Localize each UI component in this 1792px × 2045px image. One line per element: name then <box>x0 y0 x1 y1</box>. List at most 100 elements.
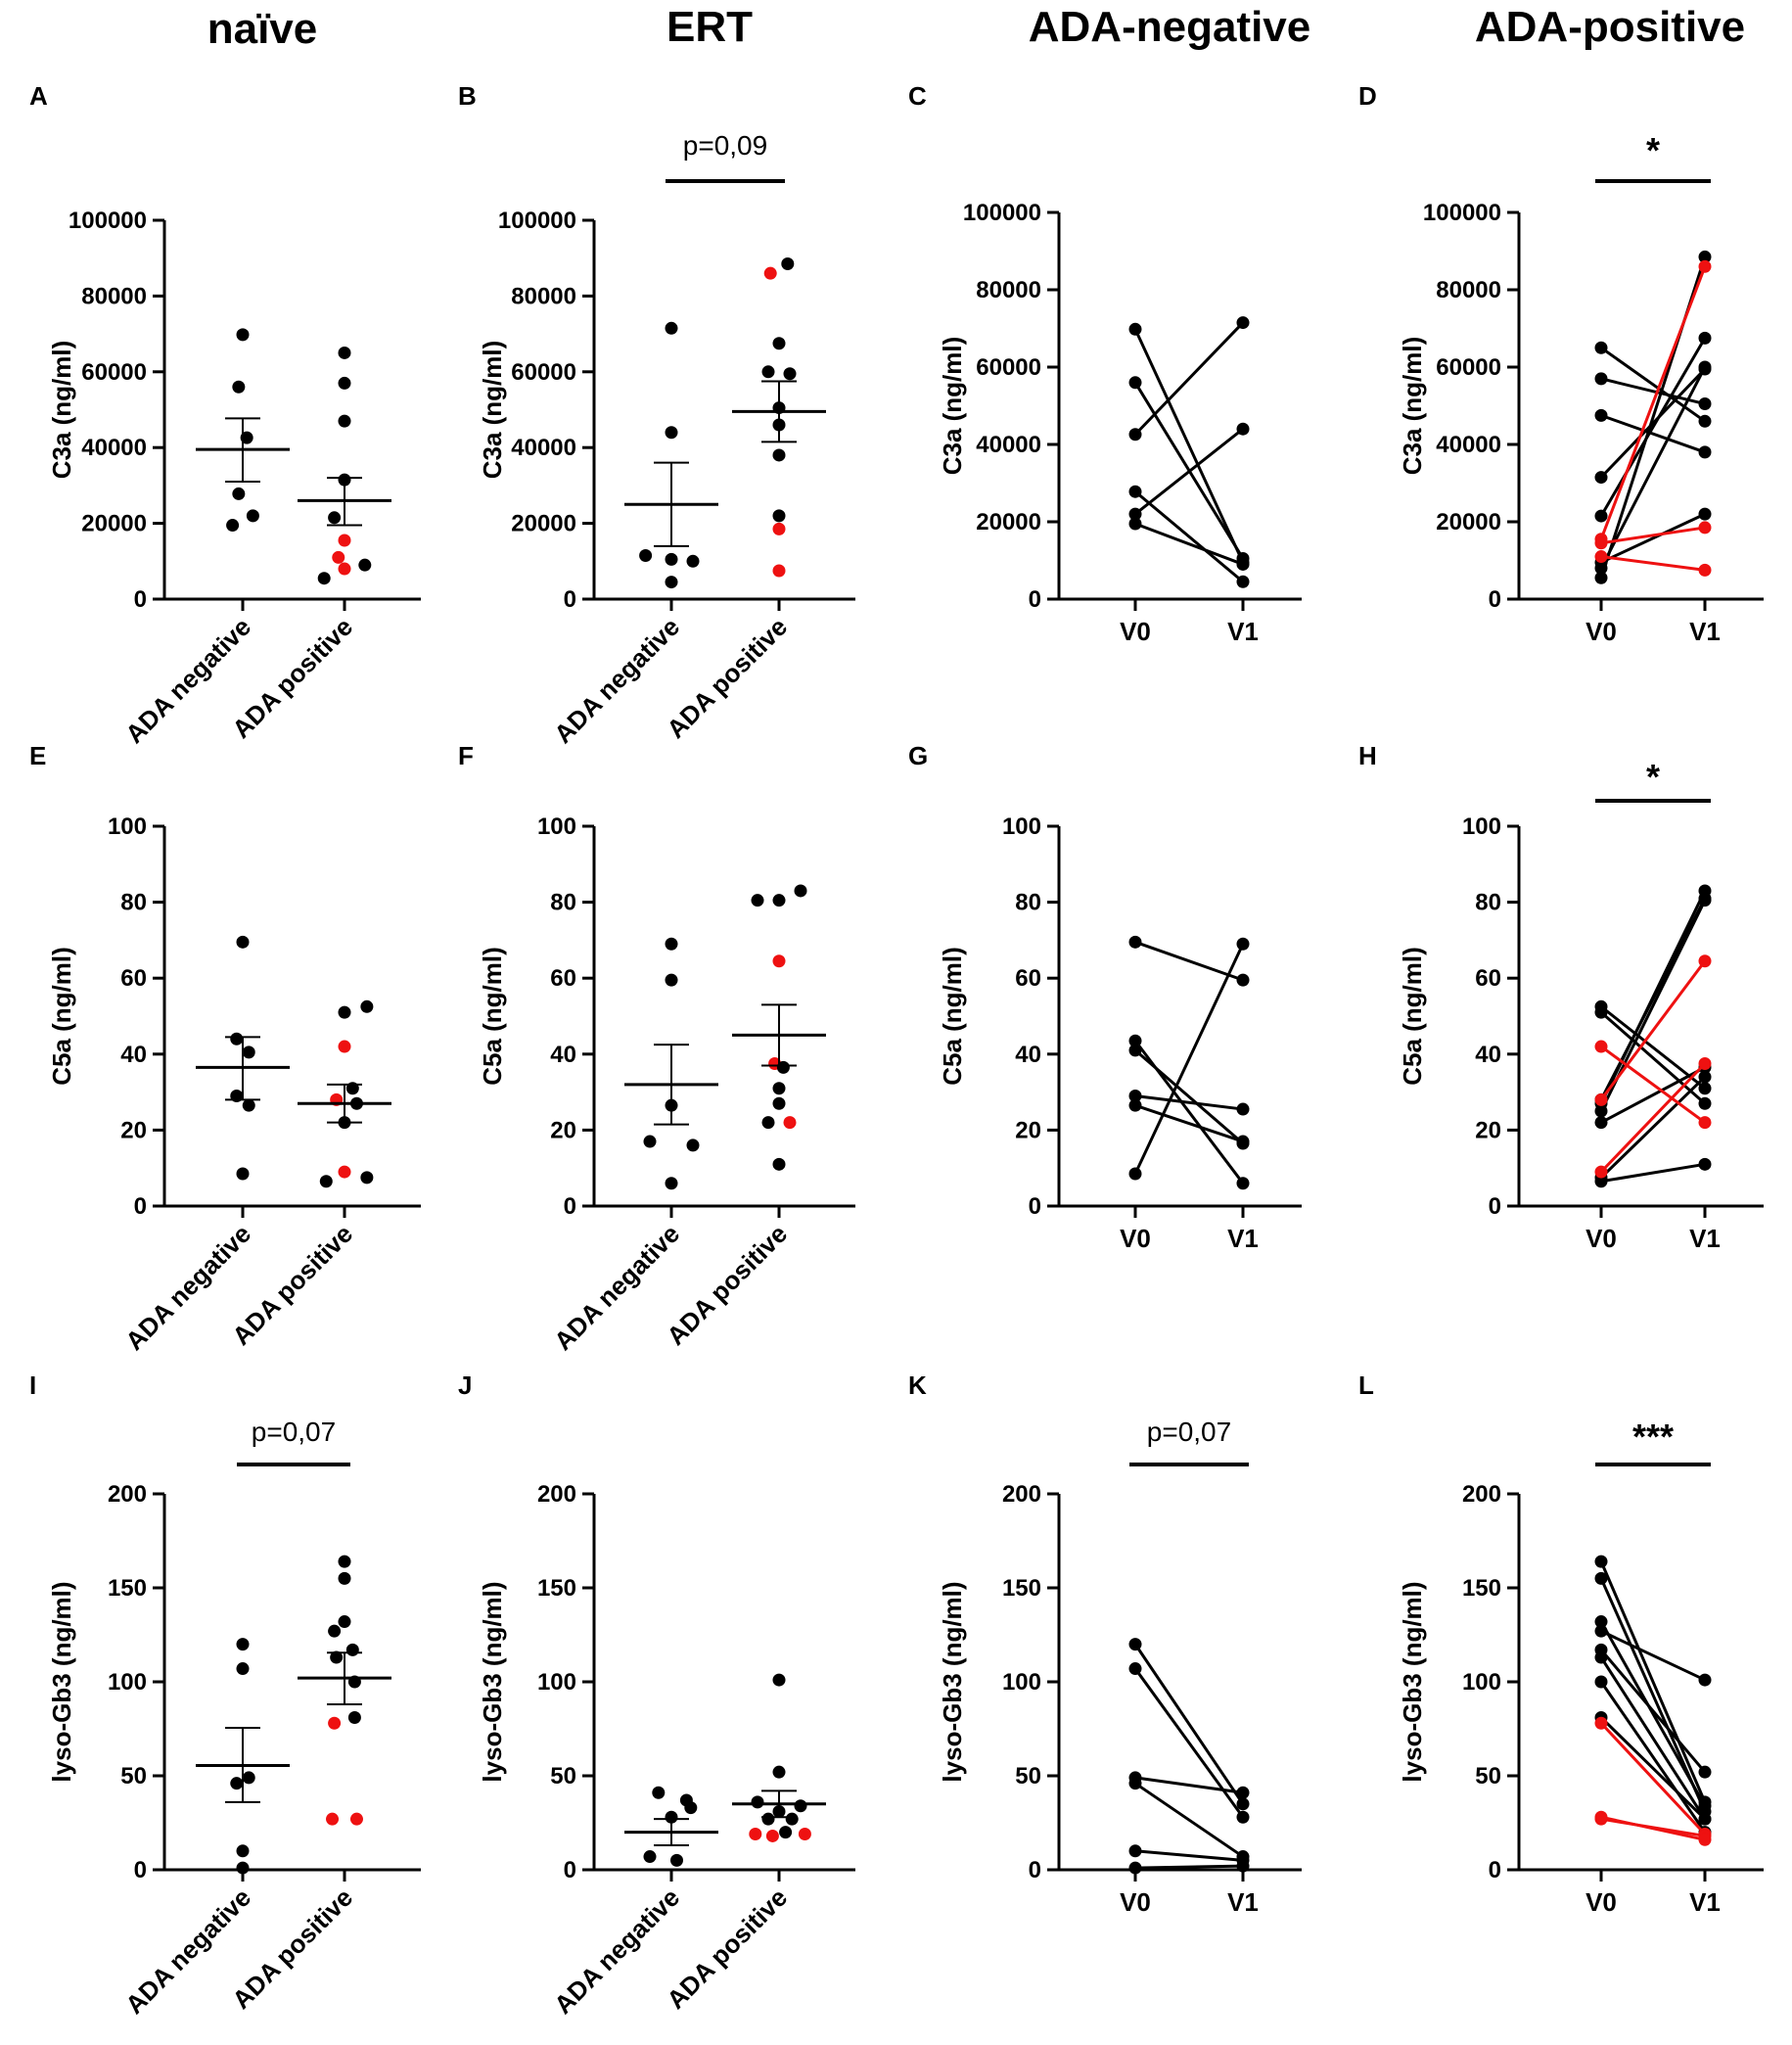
data-point <box>332 550 345 564</box>
panel-letter: K <box>908 1371 927 1400</box>
y-tick-label: 0 <box>1029 1857 1041 1883</box>
data-point <box>236 1662 250 1676</box>
series-line <box>1128 1089 1250 1116</box>
data-point <box>236 1861 250 1875</box>
data-point <box>665 937 678 951</box>
panel-k: K 0 50 100 150 200 lyso-Gb3 (ng/ml) V0 V1 p=0,07 <box>908 1371 1302 1917</box>
panel-letter: D <box>1358 81 1377 111</box>
data-point <box>665 973 678 987</box>
series-segment <box>1133 1643 1245 1805</box>
series-line <box>1594 1040 1712 1130</box>
data-point <box>772 894 786 907</box>
series-segment <box>1599 1560 1707 1803</box>
y-tick-label: 100 <box>1462 813 1501 840</box>
data-point-v1 <box>1698 954 1712 968</box>
series-segment <box>1599 1716 1707 1821</box>
y-tick-label: 60000 <box>511 359 576 386</box>
series-segment <box>1600 347 1706 423</box>
y-tick-label: 40 <box>1015 1042 1041 1068</box>
data-point <box>338 534 351 547</box>
panel-c: C 0 20000 40000 60000 80000 100000 C3a (ng/ml) V… <box>908 81 1302 646</box>
column-title-ada-negative: ADA-negative <box>1029 3 1311 51</box>
x-tick-label: V0 <box>1120 617 1151 646</box>
data-point-v0 <box>1128 1861 1142 1875</box>
data-point-v0 <box>1594 536 1608 550</box>
y-tick-label: 100 <box>537 1669 576 1696</box>
y-tick-label: 60000 <box>976 354 1041 381</box>
data-point-v0 <box>1594 571 1608 584</box>
data-point <box>772 522 786 535</box>
series-line <box>1594 1555 1712 1809</box>
data-point-v0 <box>1594 372 1608 386</box>
data-point <box>772 337 786 350</box>
data-point <box>665 552 678 566</box>
data-point <box>772 1765 786 1779</box>
series-line <box>1594 954 1712 1106</box>
data-point <box>338 1005 351 1019</box>
data-point <box>761 1812 775 1826</box>
data-point-v0 <box>1128 1089 1142 1102</box>
x-tick-label: V0 <box>1585 617 1617 646</box>
panel-d: D 0 20000 40000 60000 80000 100000 C3a (ng/ml) V… <box>1358 81 1764 646</box>
y-tick-label: 40 <box>1475 1042 1501 1068</box>
series-line <box>1594 1571 1712 1818</box>
series-segment <box>1133 321 1245 436</box>
series-segment <box>1599 367 1707 479</box>
series-line <box>1594 1157 1712 1188</box>
data-point-v1 <box>1698 445 1712 459</box>
series-segment <box>1134 428 1244 516</box>
data-point <box>236 935 250 949</box>
series-segment <box>1134 1849 1244 1862</box>
y-tick-label: 0 <box>1029 586 1041 613</box>
data-point <box>763 266 777 280</box>
panel-g: G 0 20 40 60 80 100 C5a (ng/ml) V0 V1 <box>908 741 1302 1253</box>
data-point-v0 <box>1594 509 1608 523</box>
panel-letter: E <box>29 741 46 770</box>
data-point-v1 <box>1236 1810 1250 1824</box>
data-point-v1 <box>1698 1799 1712 1813</box>
y-tick-label: 200 <box>1002 1481 1041 1508</box>
series-segment <box>1599 898 1707 1101</box>
data-point <box>242 1046 255 1059</box>
series-line <box>1594 360 1712 575</box>
series-line <box>1128 1638 1250 1811</box>
data-point <box>232 380 246 394</box>
data-point-v1 <box>1698 1673 1712 1687</box>
panel-l: L 0 50 100 150 200 lyso-Gb3 (ng/ml) V0 V1 *** <box>1358 1371 1764 1917</box>
data-point-v1 <box>1698 563 1712 577</box>
y-tick-label: 60000 <box>81 359 147 386</box>
series-line <box>1594 550 1712 577</box>
data-point <box>345 1643 359 1656</box>
data-point-v0 <box>1594 341 1608 354</box>
y-tick-label: 0 <box>134 1857 147 1883</box>
data-point-v0 <box>1594 1165 1608 1179</box>
data-point-v0 <box>1594 408 1608 422</box>
y-tick-label: 0 <box>564 1857 576 1883</box>
data-point-v1 <box>1236 1859 1250 1873</box>
series-line <box>1594 1615 1712 1813</box>
data-point <box>684 1801 698 1815</box>
data-point-v1 <box>1698 259 1712 273</box>
series-segment <box>1134 1782 1244 1858</box>
series-segment <box>1600 413 1706 454</box>
series-line <box>1128 517 1250 571</box>
series-segment <box>1600 1629 1706 1682</box>
series-segment <box>1134 1048 1244 1145</box>
data-point-v1 <box>1236 1786 1250 1799</box>
y-tick-label: 100000 <box>1423 200 1501 226</box>
panel-h: H 0 20 40 60 80 100 C5a (ng/ml) V0 V1 * <box>1358 741 1764 1253</box>
data-point <box>772 448 786 462</box>
data-point <box>360 1171 374 1185</box>
y-tick-label: 80 <box>1475 890 1501 916</box>
series-line <box>1594 259 1712 546</box>
data-point <box>338 1615 351 1629</box>
series-segment <box>1599 1620 1707 1807</box>
data-point-v1 <box>1698 250 1712 263</box>
data-point <box>665 1177 678 1190</box>
y-tick-label: 0 <box>134 1193 147 1220</box>
x-tick-label: V1 <box>1689 1887 1721 1917</box>
series-segment <box>1599 1649 1707 1774</box>
y-axis-label: lyso-Gb3 (ng/ml) <box>478 1581 507 1782</box>
data-point-v0 <box>1594 1716 1608 1730</box>
